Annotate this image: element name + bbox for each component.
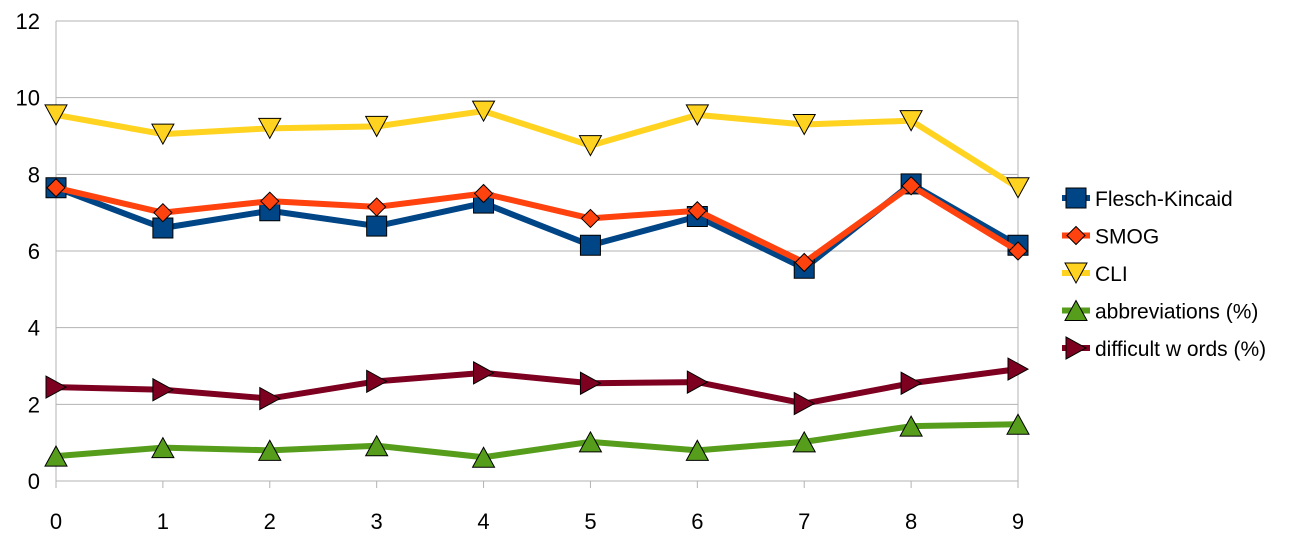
series-3 bbox=[44, 100, 1030, 199]
data-point bbox=[46, 178, 66, 198]
x-tick-label: 4 bbox=[477, 509, 489, 534]
legend-item: Flesch-Kincaid bbox=[1062, 187, 1233, 211]
data-point bbox=[471, 100, 496, 123]
legend: Flesch-Kincaid SMOG CLI abbreviations (%) di… bbox=[1062, 187, 1266, 361]
series-line bbox=[55, 182, 1020, 266]
x-tick-label: 2 bbox=[264, 509, 276, 534]
data-point bbox=[257, 117, 282, 140]
legend-label: SMOG bbox=[1095, 226, 1159, 249]
series-line bbox=[55, 366, 1019, 407]
legend-marker bbox=[1064, 262, 1088, 285]
series-4 bbox=[44, 413, 1030, 468]
series-line bbox=[54, 180, 1020, 272]
data-point bbox=[901, 176, 921, 196]
data-point bbox=[153, 202, 173, 223]
data-point bbox=[793, 391, 816, 416]
data-point bbox=[900, 371, 923, 396]
data-point bbox=[580, 208, 601, 229]
y-tick-label: 10 bbox=[16, 86, 40, 111]
legend-label: difficult w ords (%) bbox=[1095, 338, 1266, 361]
data-point bbox=[579, 234, 601, 256]
data-point bbox=[45, 375, 68, 399]
data-point bbox=[471, 446, 496, 468]
legend-label: abbreviations (%) bbox=[1095, 301, 1258, 324]
data-point bbox=[899, 110, 923, 132]
data-point bbox=[152, 377, 174, 402]
y-tick-label: 0 bbox=[28, 469, 40, 494]
x-tick-label: 8 bbox=[905, 509, 917, 534]
data-point bbox=[578, 135, 603, 157]
x-tick-label: 9 bbox=[1012, 509, 1024, 534]
legend-label: Flesch-Kincaid bbox=[1095, 188, 1233, 211]
data-point bbox=[792, 430, 817, 453]
legend-marker bbox=[1064, 299, 1088, 321]
x-tick-label: 5 bbox=[584, 509, 596, 534]
data-point bbox=[686, 370, 709, 394]
data-point bbox=[260, 191, 280, 211]
data-point bbox=[151, 436, 175, 459]
data-point bbox=[685, 439, 710, 461]
data-point bbox=[44, 445, 68, 467]
data-point bbox=[1007, 357, 1030, 381]
data-point bbox=[794, 252, 814, 273]
data-point bbox=[44, 104, 68, 126]
y-tick-label: 12 bbox=[16, 9, 40, 34]
legend-marker bbox=[1065, 336, 1088, 360]
legend-marker bbox=[1066, 225, 1086, 246]
data-point bbox=[899, 415, 923, 437]
data-point bbox=[685, 104, 710, 126]
data-point bbox=[687, 201, 708, 221]
y-tick-label: 6 bbox=[28, 239, 40, 264]
x-tick-label: 1 bbox=[157, 509, 169, 534]
data-point bbox=[1008, 241, 1028, 261]
data-point bbox=[578, 430, 603, 453]
data-point bbox=[366, 369, 388, 394]
legend-item: SMOG bbox=[1062, 226, 1159, 249]
x-tick-label: 0 bbox=[50, 509, 62, 534]
legend-marker bbox=[1065, 187, 1087, 209]
data-point bbox=[1006, 177, 1030, 199]
grid bbox=[56, 20, 1018, 405]
data-point bbox=[473, 361, 495, 385]
series-5 bbox=[45, 357, 1030, 416]
x-tick-label: 7 bbox=[798, 509, 810, 534]
x-tick-label: 6 bbox=[691, 509, 703, 534]
series-group bbox=[44, 100, 1030, 468]
legend-label: CLI bbox=[1095, 263, 1128, 286]
legend-item: abbreviations (%) bbox=[1062, 299, 1258, 324]
data-point bbox=[364, 434, 389, 457]
legend-item: CLI bbox=[1062, 262, 1128, 286]
data-point bbox=[473, 183, 494, 204]
data-point bbox=[259, 386, 281, 411]
data-point bbox=[579, 371, 602, 396]
data-point bbox=[366, 215, 388, 237]
series-2 bbox=[46, 176, 1028, 273]
y-tick-label: 4 bbox=[28, 316, 40, 341]
series-line bbox=[55, 108, 1020, 191]
y-tick-label: 8 bbox=[28, 162, 40, 187]
data-point bbox=[364, 115, 389, 138]
x-tick-label: 3 bbox=[371, 509, 383, 534]
data-point bbox=[366, 197, 387, 217]
data-point bbox=[792, 114, 817, 136]
series-1 bbox=[45, 173, 1029, 279]
data-point bbox=[257, 439, 282, 461]
y-tick-label: 2 bbox=[28, 392, 40, 417]
data-point bbox=[151, 123, 175, 146]
series-line bbox=[55, 421, 1019, 461]
data-point bbox=[1006, 413, 1030, 435]
legend-item: difficult w ords (%) bbox=[1062, 336, 1266, 361]
